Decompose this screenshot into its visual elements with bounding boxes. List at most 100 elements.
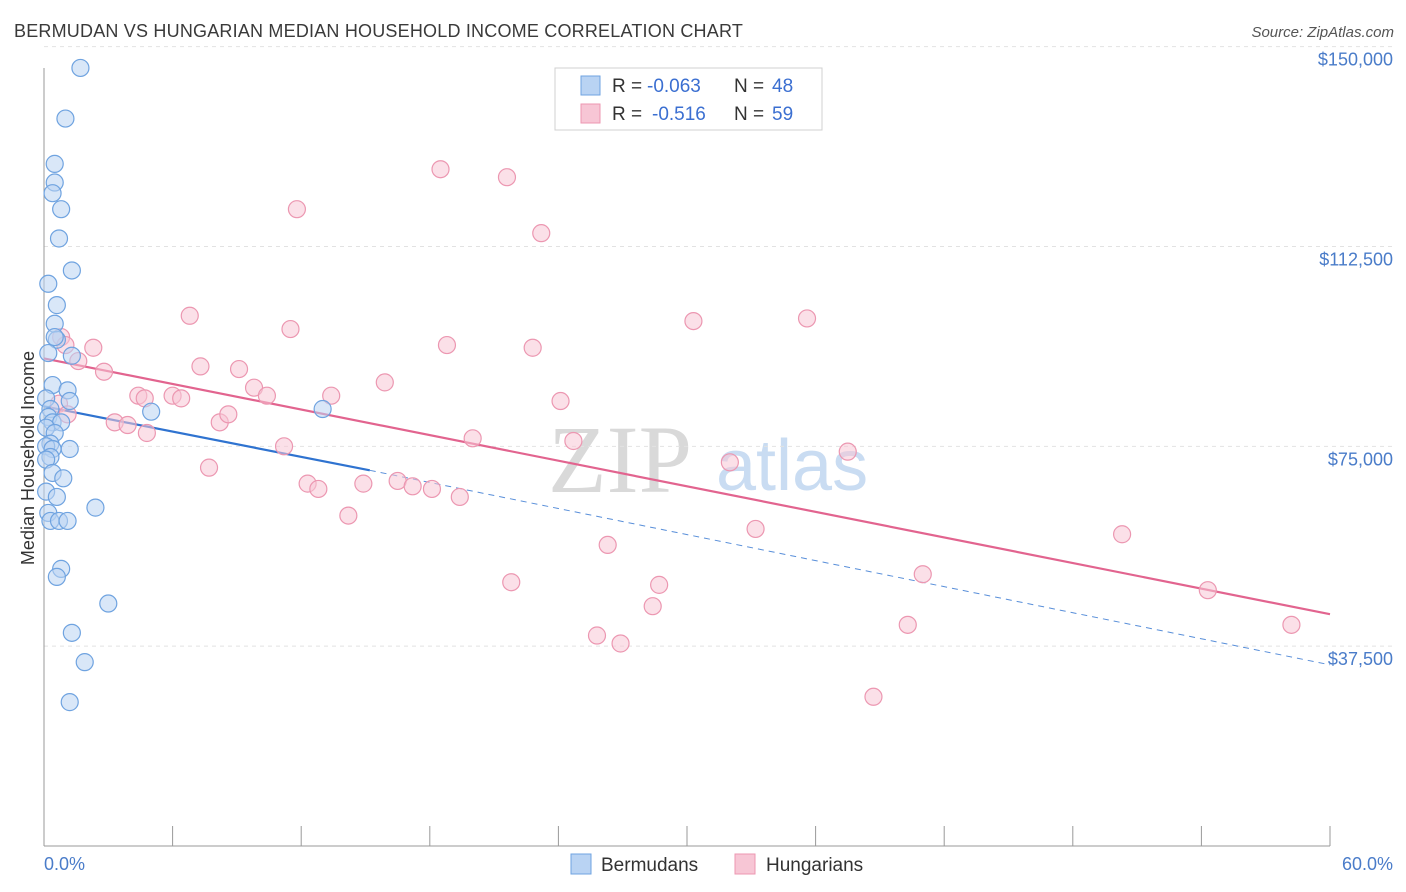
point-hungarians: [1198, 581, 1217, 600]
legend-r-label-hungarians: R =: [612, 104, 642, 125]
point-hungarians: [838, 442, 857, 461]
x-tick-label-max: 60.0%: [1342, 854, 1393, 874]
point-hungarians: [229, 359, 249, 379]
point-hungarians: [564, 431, 583, 451]
point-hungarians: [523, 338, 542, 357]
legend-r-value-hungarians: -0.516: [652, 104, 706, 125]
legend-n-value-hungarians: 59: [772, 104, 793, 125]
point-bermudans: [60, 391, 79, 411]
point-bermudans: [62, 261, 81, 280]
y-tick-label: $112,500: [1319, 249, 1393, 269]
point-hungarians: [497, 168, 517, 187]
point-hungarians: [797, 309, 817, 328]
bottom-legend-label-hungarians: Hungarians: [766, 855, 863, 876]
point-hungarians: [650, 575, 669, 594]
legend-r-value-bermudans: -0.063: [647, 76, 701, 97]
point-bermudans: [60, 439, 79, 459]
legend-r-label-bermudans: R =: [612, 76, 642, 97]
point-bermudans: [62, 346, 81, 365]
point-hungarians: [199, 458, 219, 477]
point-hungarians: [322, 386, 341, 405]
bottom-legend-swatch-hungarians: [734, 853, 756, 875]
y-tick-label: $150,000: [1318, 50, 1393, 70]
point-bermudans: [75, 653, 94, 672]
legend-n-value-bermudans: 48: [772, 76, 793, 97]
point-hungarians: [274, 437, 294, 456]
bottom-legend-swatch-bermudans: [570, 853, 592, 875]
point-bermudans: [43, 184, 62, 203]
gridlines: [44, 46, 1395, 647]
point-bermudans: [47, 296, 66, 315]
point-bermudans: [58, 511, 77, 531]
y-tick-labels: $37,500 $75,000 $112,500 $150,000: [1318, 50, 1393, 670]
point-hungarians: [746, 519, 765, 539]
point-hungarians: [309, 479, 328, 499]
point-hungarians: [172, 389, 191, 408]
point-hungarians: [354, 474, 373, 493]
point-bermudans: [45, 154, 64, 173]
point-hungarians: [611, 634, 630, 653]
point-hungarians: [1112, 525, 1132, 544]
point-hungarians: [502, 573, 521, 592]
point-hungarians: [118, 415, 137, 435]
point-hungarians: [643, 597, 662, 616]
point-hungarians: [375, 373, 394, 392]
series-legend: Bermudans Hungarians: [570, 853, 863, 876]
y-tick-label: $37,500: [1328, 649, 1393, 669]
data-points: [37, 58, 1301, 712]
point-bermudans: [47, 487, 66, 507]
point-bermudans: [71, 58, 90, 78]
trend-line-bermudans: [43, 405, 370, 472]
x-tick-label-min: 0.0%: [44, 854, 85, 874]
legend-n-label-hungarians: N =: [734, 104, 764, 125]
point-hungarians: [463, 429, 482, 448]
point-bermudans: [49, 229, 69, 248]
legend-swatch-hungarians: [580, 103, 601, 124]
point-bermudans: [39, 274, 58, 293]
point-hungarians: [281, 319, 300, 339]
source-label: Source: ZipAtlas.com: [1251, 24, 1394, 41]
watermark-zip: ZIP: [548, 406, 692, 513]
trend-line-extension-bermudans: [369, 469, 1331, 666]
correlation-legend: R = -0.063 N = 48 R = -0.516 N = 59: [554, 67, 823, 131]
legend-n-label-bermudans: N =: [734, 76, 764, 97]
y-tick-label: $75,000: [1328, 449, 1393, 469]
point-hungarians: [287, 200, 307, 219]
point-hungarians: [532, 224, 551, 243]
y-axis-label: Median Household Income: [18, 351, 38, 565]
point-bermudans: [99, 594, 118, 613]
point-bermudans: [62, 623, 81, 642]
point-hungarians: [913, 565, 932, 584]
trend-lines: [43, 357, 1331, 666]
point-hungarians: [94, 362, 114, 381]
point-bermudans: [56, 109, 75, 128]
point-hungarians: [450, 487, 469, 507]
bottom-legend-label-bermudans: Bermudans: [601, 855, 698, 876]
point-bermudans: [60, 693, 79, 712]
point-bermudans: [313, 399, 332, 419]
point-hungarians: [684, 311, 703, 331]
trend-line-hungarians: [43, 357, 1331, 616]
point-hungarians: [403, 477, 422, 496]
point-hungarians: [431, 160, 450, 179]
point-hungarians: [437, 335, 457, 355]
watermark-atlas: atlas: [716, 426, 868, 506]
point-bermudans: [142, 402, 161, 421]
point-bermudans: [47, 567, 66, 586]
point-hungarians: [244, 378, 264, 397]
point-hungarians: [257, 386, 277, 405]
point-hungarians: [720, 453, 739, 472]
point-hungarians: [551, 391, 570, 411]
legend-swatch-bermudans: [580, 75, 601, 96]
point-hungarians: [598, 535, 617, 555]
point-bermudans: [52, 200, 71, 219]
point-hungarians: [898, 615, 917, 634]
point-hungarians: [587, 626, 607, 645]
point-hungarians: [219, 405, 238, 424]
point-hungarians: [84, 338, 103, 357]
point-hungarians: [864, 687, 883, 706]
point-hungarians: [1282, 615, 1301, 634]
point-hungarians: [422, 479, 442, 499]
point-bermudans: [54, 469, 73, 488]
point-hungarians: [339, 506, 358, 525]
